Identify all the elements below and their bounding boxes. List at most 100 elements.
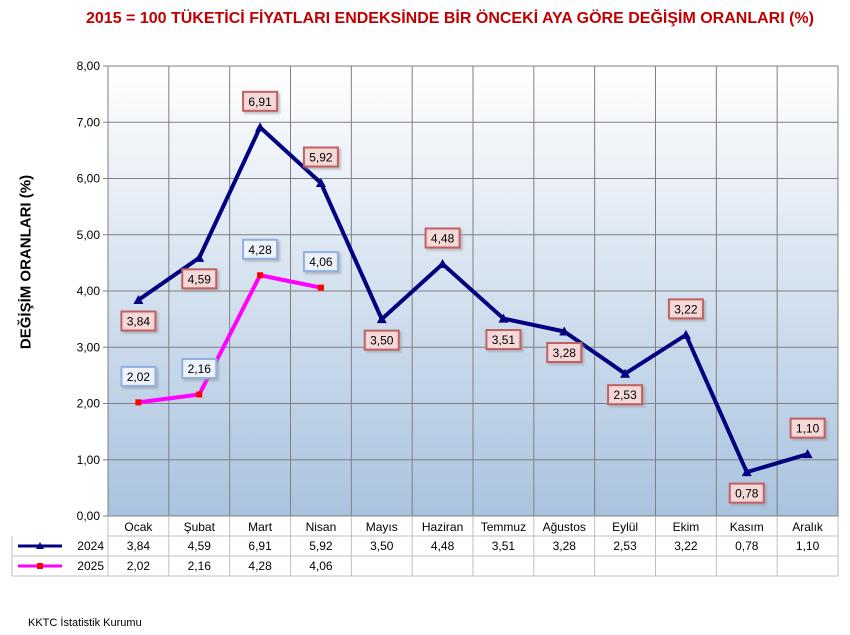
data-point: [802, 449, 813, 459]
table-cell: 0,78: [735, 539, 759, 553]
data-label-box: [667, 298, 704, 320]
data-label-text: 2,16: [188, 362, 212, 376]
data-label: 4,48: [424, 227, 461, 249]
table-cell: 3,22: [674, 539, 698, 553]
chart-title: 2015 = 100 TÜKETİCİ FİYATLARI ENDEKSİNDE…: [86, 10, 814, 27]
data-label: 5,92: [302, 146, 339, 168]
data-label-box: [242, 90, 279, 112]
data-label: 3,84: [120, 310, 157, 332]
table-cell: 4,48: [431, 539, 455, 553]
data-label: 0,78: [728, 482, 765, 504]
table-cell: 4,59: [188, 539, 212, 553]
y-tick-label: 1,00: [77, 453, 101, 467]
data-label: 3,22: [667, 298, 704, 320]
data-label-box: [302, 146, 339, 168]
data-label-box: [789, 417, 826, 439]
data-point: [194, 252, 205, 262]
data-point: [317, 284, 324, 291]
data-labels: 3,84 4,59 6,91 5,92 3,50 4,48 3,51 3,28 2,53 3,22…: [120, 90, 826, 504]
x-tick-label: Nisan: [306, 520, 337, 534]
series-points: [133, 122, 813, 477]
data-label-box: [120, 365, 157, 387]
data-label-text: 3,51: [492, 333, 516, 347]
data-label-text: 5,92: [309, 151, 333, 165]
x-tick-label: Mart: [248, 520, 273, 534]
data-label-box: [181, 268, 218, 290]
data-label-box: [424, 227, 461, 249]
data-point: [255, 122, 266, 132]
data-label-box: [363, 329, 400, 351]
x-tick-label: Ağustos: [543, 520, 586, 534]
data-label-text: 1,10: [796, 422, 820, 436]
data-label-text: 4,06: [309, 255, 333, 269]
x-tick-label: Aralık: [792, 520, 824, 534]
data-point: [135, 399, 142, 406]
legend-marker: [36, 542, 44, 549]
table-cell: 2,16: [188, 559, 212, 573]
table-cell: 2,02: [127, 559, 151, 573]
x-tick-label: Ekim: [673, 520, 700, 534]
x-tick-label: Haziran: [422, 520, 463, 534]
data-label-text: 3,22: [674, 302, 698, 316]
data-label-box: [607, 384, 644, 406]
data-label-text: 3,84: [127, 315, 151, 329]
data-label: 2,02: [120, 365, 157, 387]
table-cell: 4,28: [248, 559, 272, 573]
y-tick-label: 0,00: [77, 509, 101, 523]
data-point: [498, 313, 509, 323]
table-cell: 3,50: [370, 539, 394, 553]
x-tick-label: Kasım: [730, 520, 764, 534]
data-label: 2,16: [181, 358, 218, 379]
table-cell: 3,28: [553, 539, 577, 553]
data-point: [680, 329, 691, 339]
data-point: [315, 178, 326, 187]
data-point: [196, 391, 203, 398]
series-line-2024: [137, 125, 809, 475]
data-point: [559, 326, 570, 336]
data-label-text: 2,02: [127, 370, 151, 384]
data-point: [376, 314, 387, 324]
x-tick-label: Ocak: [124, 520, 153, 534]
data-label: 3,50: [363, 329, 400, 351]
y-tick-label: 4,00: [77, 284, 101, 298]
y-tick-label: 8,00: [77, 59, 101, 73]
data-label: 3,28: [546, 342, 583, 363]
table-cell: 3,84: [127, 539, 151, 553]
data-label: 3,51: [485, 329, 522, 351]
table-cell: 1,10: [796, 539, 820, 553]
x-tick-label: Şubat: [184, 520, 216, 534]
data-label: 4,06: [302, 251, 339, 273]
data-label: 2,53: [607, 384, 644, 406]
data-label-text: 6,91: [248, 95, 272, 109]
data-point: [741, 467, 752, 477]
data-label-text: 3,50: [370, 334, 394, 348]
y-tick-label: 3,00: [77, 340, 101, 354]
data-table: Ocak Şubat Mart Nisan Mayıs Haziran Temmuz Ağus…: [11, 516, 839, 577]
x-tick-label: Mayıs: [366, 520, 398, 534]
data-label-text: 0,78: [735, 487, 759, 501]
source-note: KKTC İstatistik Kurumu: [28, 617, 142, 629]
table-cell: 2,53: [613, 539, 637, 553]
data-point: [620, 368, 631, 378]
data-point: [257, 272, 264, 279]
data-label-box: [120, 310, 157, 332]
data-label-box: [181, 358, 218, 379]
data-label-text: 3,28: [553, 346, 577, 360]
x-tick-label: Eylül: [612, 520, 638, 534]
data-label: 6,91: [242, 90, 279, 112]
line-chart: 0,00 1,00 2,00 3,00 4,00 5,00 6,00 7,00 8,00 Oca…: [11, 59, 839, 577]
y-tick-labels: 0,00 1,00 2,00 3,00 4,00 5,00 6,00 7,00 8,00: [77, 59, 101, 523]
legend-marker: [37, 563, 43, 569]
data-label: 4,59: [181, 268, 218, 290]
data-label-text: 4,28: [248, 243, 272, 257]
y-tick-label: 2,00: [77, 397, 101, 411]
y-tick-label: 5,00: [77, 228, 101, 242]
data-label: 4,28: [242, 238, 279, 260]
table-cell: 3,51: [492, 539, 516, 553]
data-label-box: [242, 238, 279, 260]
data-label-text: 4,48: [431, 232, 455, 246]
y-tick-label: 6,00: [77, 172, 101, 186]
data-label-text: 4,59: [188, 272, 212, 286]
data-label-box: [546, 342, 583, 363]
legend-label: 2024: [77, 539, 104, 553]
